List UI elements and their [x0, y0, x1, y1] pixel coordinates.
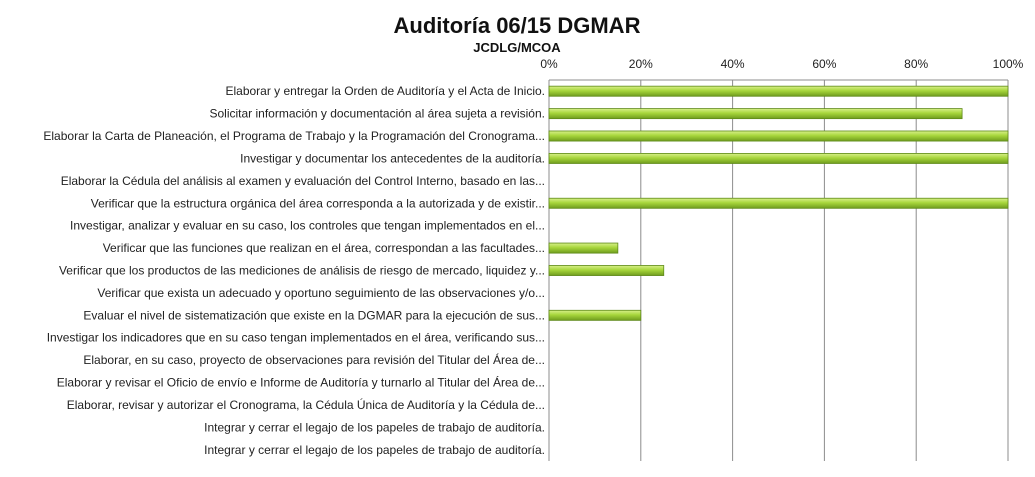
bar [548, 108, 963, 120]
category-label: Verificar que exista un adecuado y oport… [97, 286, 545, 300]
x-tick-label: 60% [812, 57, 836, 71]
bar [548, 309, 642, 321]
bar [548, 197, 1009, 209]
category-label: Elaborar la Carta de Planeación, el Prog… [43, 129, 545, 143]
category-label: Verificar que las funciones que realizan… [103, 241, 545, 255]
category-label: Elaborar y revisar el Oficio de envío e … [57, 375, 545, 390]
category-label: Elaborar, en su caso, proyecto de observ… [83, 352, 545, 367]
category-label: Investigar y documentar los antecedentes… [240, 151, 545, 165]
x-tick-label: 100% [993, 57, 1024, 71]
x-tick-label: 80% [904, 57, 928, 71]
x-tick-label: 40% [721, 57, 745, 71]
chart-subtitle: JCDLG/MCOA [473, 40, 561, 55]
bar [548, 85, 1009, 97]
category-label: Solicitar información y documentación al… [209, 107, 545, 121]
category-label: Investigar, analizar y evaluar en su cas… [70, 219, 545, 233]
x-tick-label: 0% [540, 57, 558, 71]
category-label: Elaborar la Cédula del análisis al exame… [61, 174, 545, 188]
bar [548, 242, 619, 254]
bar [548, 265, 665, 276]
category-label: Verificar que los productos de las medic… [59, 264, 545, 278]
category-label: Integrar y cerrar el legajo de los papel… [204, 443, 545, 457]
category-label: Elaborar, revisar y autorizar el Cronogr… [67, 397, 545, 412]
category-label: Investigar los indicadores que en su cas… [47, 331, 545, 345]
x-axis-tick-labels: 0% 20% 40% 60% 80% 100% [540, 57, 1023, 71]
x-tick-label: 20% [629, 57, 653, 71]
bar [548, 152, 1009, 164]
category-label: Evaluar el nivel de sistematización que … [83, 308, 545, 322]
chart-title: Auditoría 06/15 DGMAR [394, 13, 641, 38]
category-label: Integrar y cerrar el legajo de los papel… [204, 420, 545, 434]
bar [548, 130, 1009, 142]
category-labels: Elaborar y entregar la Orden de Auditorí… [43, 84, 545, 457]
category-label: Elaborar y entregar la Orden de Auditorí… [225, 84, 545, 98]
gridlines [548, 79, 1009, 461]
category-label: Verificar que la estructura orgánica del… [91, 196, 545, 210]
bars [548, 85, 1009, 321]
